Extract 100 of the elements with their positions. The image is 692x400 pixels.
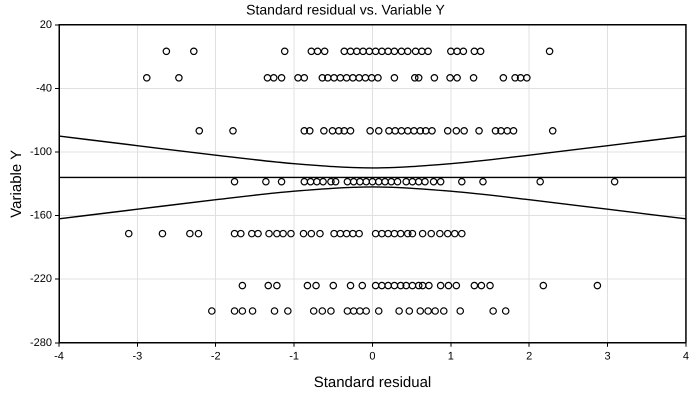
point xyxy=(404,127,412,135)
y-axis-title: Variable Y xyxy=(8,150,26,218)
point xyxy=(395,307,403,315)
point xyxy=(444,230,452,238)
point xyxy=(446,74,454,82)
point xyxy=(458,178,466,186)
point xyxy=(304,282,312,290)
point xyxy=(452,127,460,135)
point xyxy=(366,127,374,135)
x-tick-label: 0 xyxy=(369,350,376,362)
point xyxy=(270,74,278,82)
point xyxy=(264,282,272,290)
point xyxy=(329,282,338,290)
point xyxy=(287,230,295,238)
point xyxy=(265,230,273,238)
point xyxy=(316,230,324,238)
x-tick-label: -4 xyxy=(54,350,64,362)
x-tick-label: 3 xyxy=(604,350,611,362)
point xyxy=(312,282,320,290)
point xyxy=(306,178,314,186)
point xyxy=(238,282,246,290)
point xyxy=(186,230,194,238)
point xyxy=(330,74,338,82)
point xyxy=(453,74,461,82)
point xyxy=(416,127,424,135)
point xyxy=(396,230,404,238)
point xyxy=(270,307,278,315)
point xyxy=(340,48,348,56)
point xyxy=(414,74,423,82)
point xyxy=(475,127,483,135)
point xyxy=(336,230,344,238)
chart-title: Standard residual vs. Variable Y xyxy=(246,1,446,18)
point xyxy=(340,127,348,135)
point xyxy=(430,74,438,82)
point xyxy=(422,127,430,135)
point xyxy=(279,230,287,238)
point xyxy=(320,48,328,56)
point xyxy=(404,48,412,56)
point xyxy=(368,74,376,82)
y-tick-label: -100 xyxy=(30,146,52,158)
x-axis-title: Standard residual xyxy=(314,374,432,392)
point xyxy=(310,307,318,315)
point xyxy=(523,74,531,82)
point xyxy=(352,48,361,56)
point xyxy=(362,307,370,315)
point xyxy=(450,230,459,238)
point xyxy=(142,74,151,82)
point xyxy=(408,230,416,238)
point xyxy=(421,178,429,186)
x-tick-label: -1 xyxy=(289,350,299,362)
point xyxy=(402,178,410,186)
point xyxy=(284,307,292,315)
point xyxy=(406,307,414,315)
point xyxy=(306,127,314,135)
point xyxy=(124,230,133,238)
point xyxy=(444,282,452,290)
point xyxy=(431,307,439,315)
point xyxy=(264,74,272,82)
x-tick-label: -2 xyxy=(210,350,221,362)
point xyxy=(342,230,350,238)
point xyxy=(398,48,406,56)
point xyxy=(350,307,358,315)
point xyxy=(190,48,198,56)
point xyxy=(470,74,478,82)
point xyxy=(536,178,544,186)
point xyxy=(319,178,327,186)
point xyxy=(278,178,286,186)
point xyxy=(414,178,423,186)
point xyxy=(384,48,392,56)
point xyxy=(384,282,392,290)
point xyxy=(344,307,352,315)
point xyxy=(359,48,367,56)
point xyxy=(489,307,497,315)
point xyxy=(390,48,398,56)
point xyxy=(502,307,510,315)
point xyxy=(503,127,512,135)
point xyxy=(436,230,444,238)
point xyxy=(416,307,424,315)
point xyxy=(414,282,423,290)
point xyxy=(548,127,557,135)
point xyxy=(328,127,336,135)
point xyxy=(394,178,402,186)
point xyxy=(497,127,505,135)
point xyxy=(368,178,376,186)
point xyxy=(425,282,433,290)
point xyxy=(374,74,382,82)
point xyxy=(428,127,436,135)
point xyxy=(500,74,508,82)
point xyxy=(175,74,183,82)
x-tick-label: -3 xyxy=(132,350,142,362)
point xyxy=(424,48,432,56)
point xyxy=(230,178,238,186)
point xyxy=(300,178,308,186)
point xyxy=(262,178,270,186)
point xyxy=(355,230,363,238)
point xyxy=(436,282,444,290)
point xyxy=(327,178,335,186)
point xyxy=(470,282,478,290)
point xyxy=(456,307,464,315)
point xyxy=(336,74,344,82)
